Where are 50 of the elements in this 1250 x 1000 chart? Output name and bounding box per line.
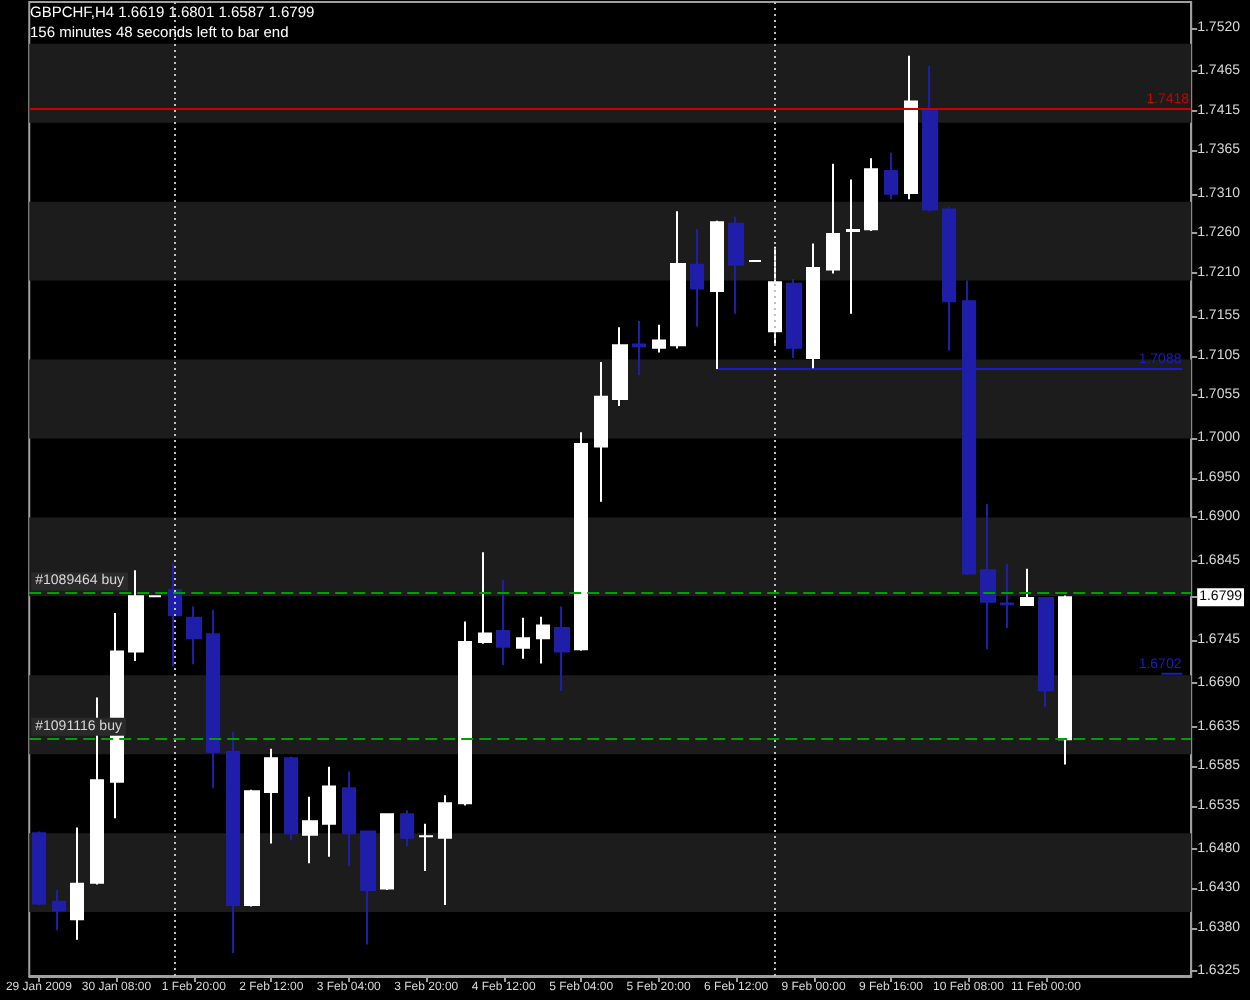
candlestick <box>418 822 434 873</box>
candlestick <box>864 157 878 232</box>
candlestick <box>728 215 744 315</box>
candlestick <box>400 809 414 848</box>
candlestick <box>710 219 724 371</box>
candlestick <box>786 278 802 359</box>
candlestick <box>554 605 570 693</box>
candlestick <box>458 620 472 807</box>
candlestick <box>478 551 492 645</box>
candlestick <box>206 608 220 790</box>
candlestick <box>264 747 278 845</box>
candlestick <box>128 569 144 663</box>
candlestick <box>380 812 394 891</box>
candlestick <box>574 431 588 652</box>
candlestick <box>806 242 820 370</box>
candlestick <box>632 319 646 377</box>
candlestick <box>670 210 686 350</box>
candlestick <box>168 562 182 668</box>
candlestick <box>52 888 66 932</box>
candlestick <box>826 162 840 275</box>
candlestick <box>516 616 530 660</box>
candlestick <box>322 765 336 858</box>
candlestick <box>70 826 84 941</box>
candlestick <box>690 228 704 328</box>
candlestick <box>186 605 202 666</box>
candlestick <box>360 829 376 946</box>
candlestick <box>536 615 550 665</box>
candlestick <box>962 279 976 577</box>
candlestick <box>884 151 898 201</box>
candlestick <box>496 578 510 667</box>
candlestick <box>594 360 608 503</box>
candlestick <box>1000 562 1014 629</box>
candlestick <box>922 64 938 213</box>
candlestick <box>32 830 46 906</box>
candlestick <box>980 503 996 651</box>
candlestick <box>942 206 956 352</box>
candlestick <box>302 795 318 865</box>
candlestick <box>438 794 452 906</box>
candlestick <box>284 755 298 842</box>
candlestick <box>1058 594 1072 766</box>
candlestick <box>612 326 628 408</box>
candlestick <box>1038 596 1054 708</box>
candlestick <box>652 323 666 354</box>
candlestick <box>226 731 240 955</box>
candlestick <box>846 178 860 315</box>
candlestick <box>244 788 260 908</box>
candlestick <box>1020 567 1034 607</box>
candlestick <box>342 770 356 868</box>
candlestick <box>768 245 782 345</box>
candlestick <box>904 54 918 201</box>
